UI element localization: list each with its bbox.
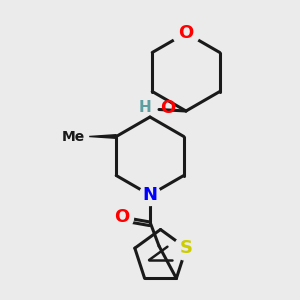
Text: O: O <box>160 99 175 117</box>
Circle shape <box>140 184 160 206</box>
Text: O: O <box>114 208 129 226</box>
Text: N: N <box>142 186 158 204</box>
Circle shape <box>110 206 134 230</box>
Text: O: O <box>178 24 194 42</box>
Text: H: H <box>139 100 152 116</box>
Circle shape <box>172 20 200 46</box>
Text: Me: Me <box>61 130 85 143</box>
Text: S: S <box>180 239 193 257</box>
Polygon shape <box>89 135 116 138</box>
Circle shape <box>174 236 198 260</box>
